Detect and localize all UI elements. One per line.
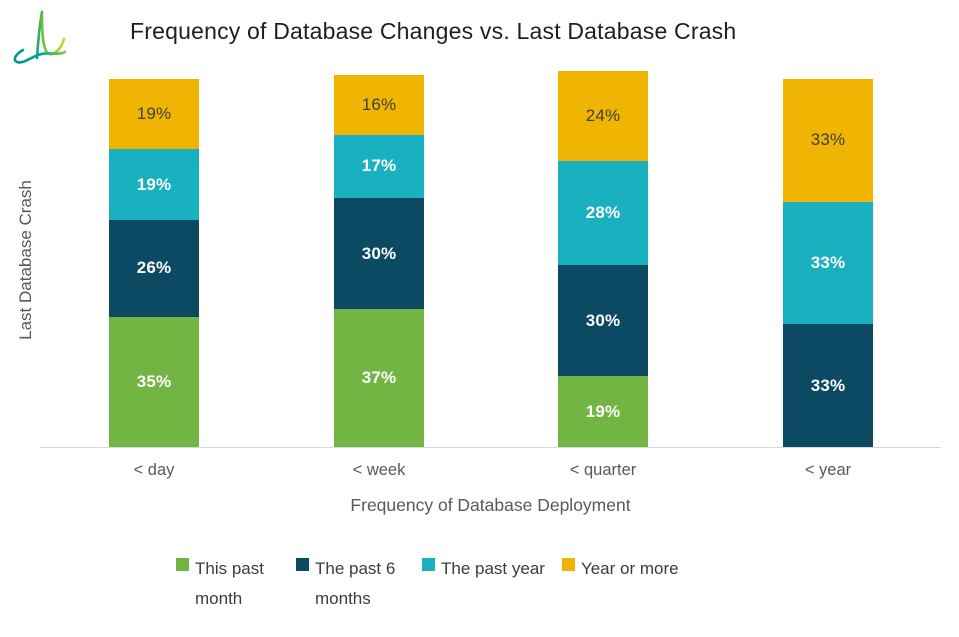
bar-segment[interactable]: 19% — [558, 376, 648, 447]
stacked-bar-4: 33% 33% 33% — [783, 78, 873, 447]
legend-item-the-past-year[interactable]: The past year — [422, 554, 545, 614]
legend-label: Year or more — [580, 559, 679, 578]
stacked-bar-1: 35% 26% 19% 19% — [109, 78, 199, 447]
x-axis-tick-labels: < day < week < quarter < year — [0, 461, 959, 485]
x-tick-label: < day — [133, 461, 175, 479]
legend-item-this-past-month[interactable]: This past month — [176, 554, 279, 614]
legend-swatch-icon — [422, 558, 435, 571]
bar-segment[interactable]: 33% — [783, 324, 873, 447]
x-tick-label: < week — [352, 461, 406, 479]
bar-segment[interactable]: 37% — [334, 309, 424, 447]
bar-segment[interactable]: 28% — [558, 160, 648, 265]
legend-swatch-icon — [561, 558, 575, 571]
y-axis-title: Last Database Crash — [16, 180, 35, 340]
bar-segment[interactable]: 17% — [334, 134, 424, 198]
legend-label: The past 6 months — [315, 559, 396, 608]
bar-segment[interactable]: 19% — [109, 149, 199, 221]
bar-segment[interactable]: 30% — [558, 264, 648, 377]
segment-value-label: 35% — [136, 371, 172, 391]
segment-value-label: 16% — [361, 94, 397, 114]
legend-swatch-icon — [176, 558, 189, 571]
segment-value-label: 33% — [810, 375, 846, 395]
segment-value-label: 30% — [361, 243, 397, 263]
bar-segment[interactable]: 19% — [109, 78, 199, 150]
bar-segment[interactable]: 30% — [334, 197, 424, 310]
legend: This past month The past 6 months The pa… — [176, 554, 679, 614]
stacked-bar-3: 19% 30% 28% 24% — [558, 71, 648, 447]
segment-value-label: 17% — [361, 156, 397, 176]
segment-value-label: 26% — [136, 258, 172, 278]
chart-title: Frequency of Database Changes vs. Last D… — [130, 18, 737, 44]
bar-segment[interactable]: 16% — [334, 75, 424, 135]
segment-value-label: 33% — [810, 130, 846, 150]
legend-item-year-or-more[interactable]: Year or more — [561, 554, 679, 614]
x-tick-label: < quarter — [569, 461, 637, 479]
bar-segment[interactable]: 26% — [109, 220, 199, 317]
leaf-swoosh-brand-logo-icon — [13, 10, 67, 64]
legend-swatch-icon — [296, 558, 309, 571]
segment-value-label: 19% — [585, 401, 621, 421]
stacked-bar-2: 37% 30% 17% 16% — [334, 75, 424, 447]
segment-value-label: 33% — [810, 252, 846, 272]
legend-label: The past year — [441, 559, 545, 578]
bar-segment[interactable]: 24% — [558, 71, 648, 161]
segment-value-label: 19% — [136, 174, 172, 194]
segment-value-label: 30% — [585, 310, 621, 330]
segment-value-label: 37% — [361, 368, 397, 388]
segment-value-label: 24% — [585, 105, 621, 125]
x-tick-label: < year — [804, 461, 852, 479]
bar-segment[interactable]: 33% — [783, 201, 873, 325]
bar-segment[interactable]: 33% — [783, 78, 873, 202]
legend-label: This past month — [195, 559, 264, 608]
bar-segment[interactable]: 35% — [109, 316, 199, 447]
legend-item-the-past-6-months[interactable]: The past 6 months — [296, 554, 405, 614]
x-axis-title: Frequency of Database Deployment — [350, 495, 631, 515]
segment-value-label: 19% — [136, 104, 172, 124]
segment-value-label: 28% — [585, 202, 621, 222]
plot-area: 35% 26% 19% 19% 37% 30% 17% 16% 19% 30% 28% 24% 33% 3… — [40, 71, 941, 448]
